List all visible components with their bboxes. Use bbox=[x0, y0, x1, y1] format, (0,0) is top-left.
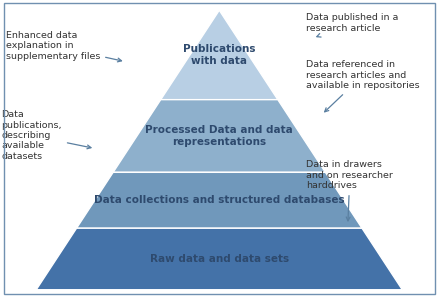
Text: Publications
with data: Publications with data bbox=[183, 44, 255, 66]
Text: Data in drawers
and on researcher
harddrives: Data in drawers and on researcher harddr… bbox=[306, 160, 393, 221]
Polygon shape bbox=[77, 172, 362, 228]
Text: Processed Data and data
representations: Processed Data and data representations bbox=[146, 125, 293, 147]
Text: Enhanced data
explanation in
supplementary files: Enhanced data explanation in supplementa… bbox=[6, 31, 121, 62]
Text: Data collections and structured databases: Data collections and structured database… bbox=[94, 195, 345, 205]
Text: Data
publications,
describing
available
datasets: Data publications, describing available … bbox=[1, 110, 91, 161]
Polygon shape bbox=[113, 100, 325, 172]
Text: Raw data and data sets: Raw data and data sets bbox=[150, 254, 289, 264]
Text: Data published in a
research article: Data published in a research article bbox=[306, 13, 399, 37]
Text: Data referenced in
research articles and
available in repositories: Data referenced in research articles and… bbox=[306, 60, 420, 112]
Polygon shape bbox=[36, 228, 402, 290]
Polygon shape bbox=[161, 10, 278, 100]
